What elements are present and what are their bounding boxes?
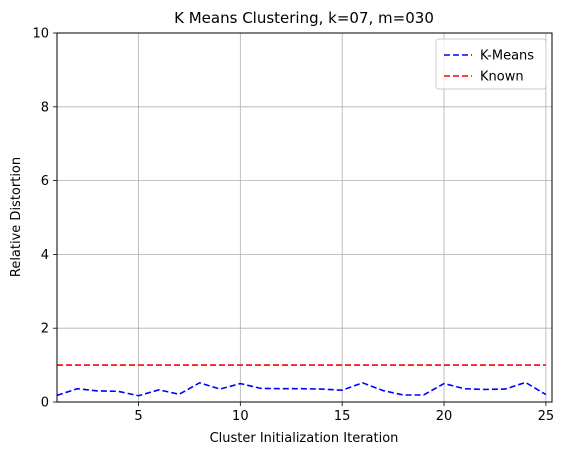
chart-title: K Means Clustering, k=07, m=030	[174, 9, 434, 27]
x-tick-label: 20	[436, 409, 453, 424]
legend-label: K-Means	[480, 49, 534, 64]
y-tick-label: 4	[41, 248, 49, 263]
x-tick-label: 5	[134, 409, 142, 424]
ticks: 5 10 15 20 25 0 2 4 6 8 10	[32, 27, 554, 425]
y-tick-label: 10	[32, 27, 49, 42]
series-layer	[56, 364, 547, 397]
y-tick-label: 0	[41, 396, 49, 411]
legend: K-Means Known	[435, 38, 547, 90]
x-tick-label: 15	[334, 409, 351, 424]
x-tick-label: 25	[538, 409, 555, 424]
y-tick-label: 6	[41, 174, 49, 189]
y-tick-label: 8	[41, 100, 49, 115]
y-tick-label: 2	[41, 322, 49, 337]
x-axis-label: Cluster Initialization Iteration	[210, 431, 399, 446]
plot-frame	[56, 32, 553, 403]
series-line-k-means	[56, 381, 547, 397]
y-axis-label: Relative Distortion	[9, 157, 24, 277]
legend-label: Known	[480, 70, 524, 85]
x-tick-label: 10	[232, 409, 249, 424]
